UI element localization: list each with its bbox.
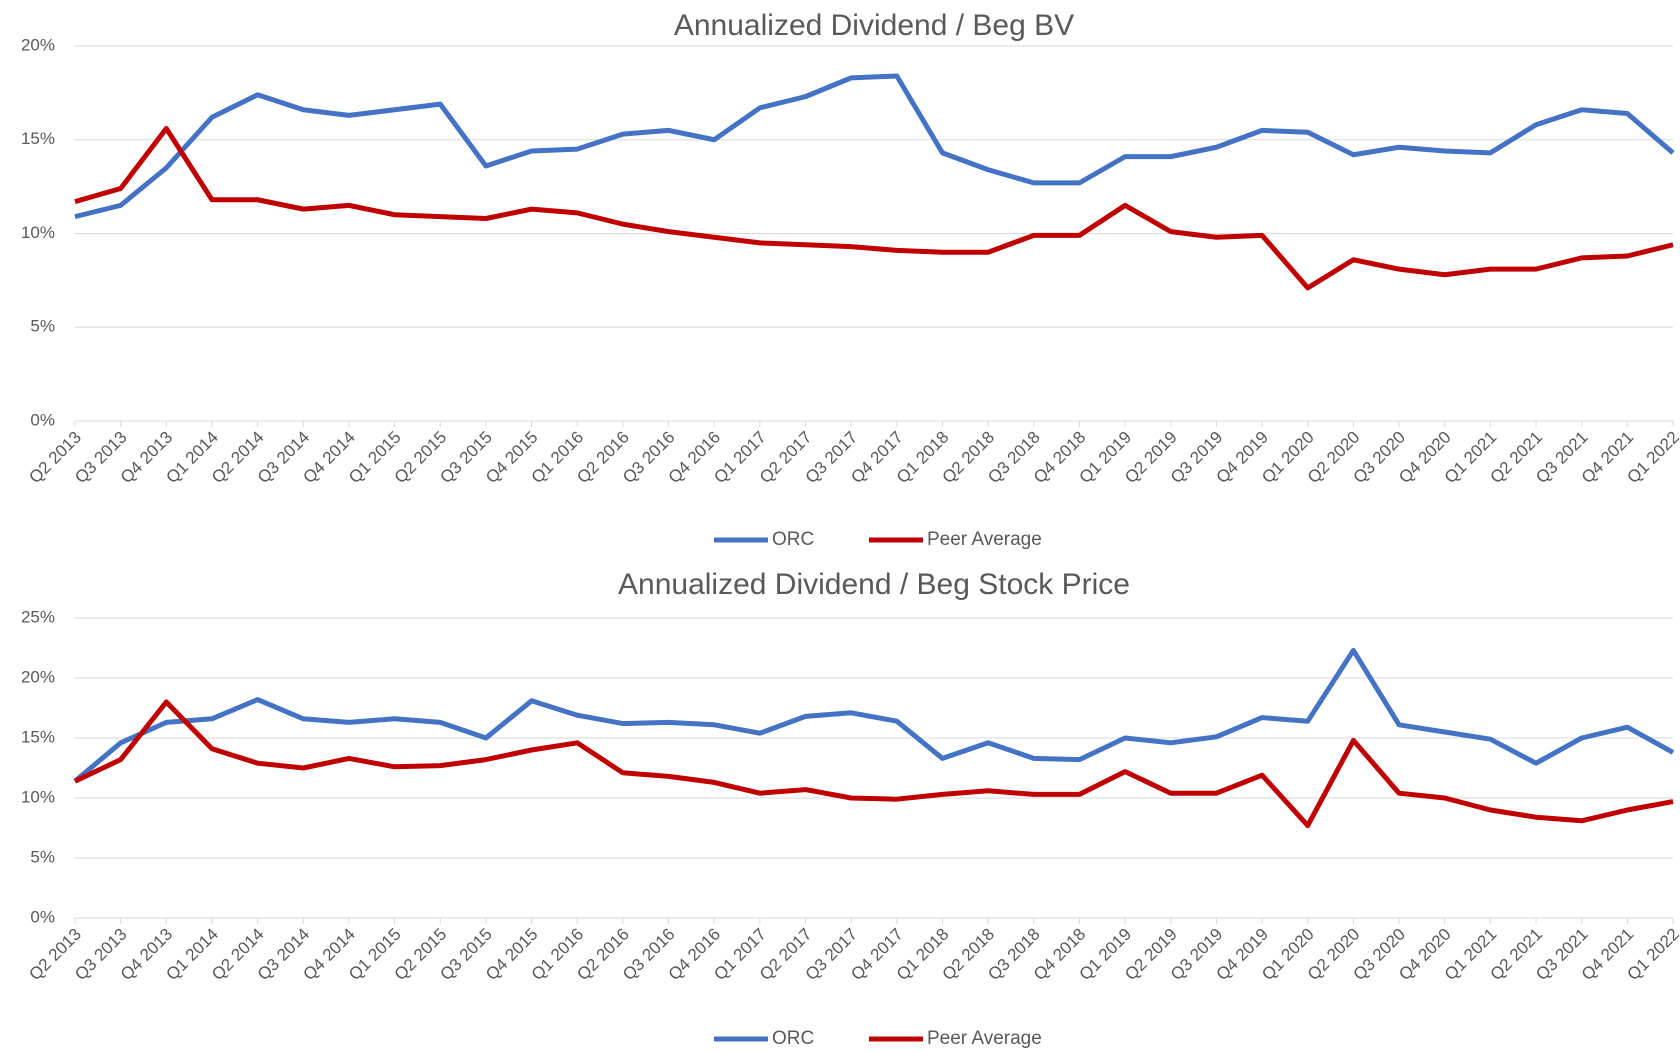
- chart-title: Annualized Dividend / Beg BV: [674, 9, 1074, 42]
- y-tick-label: 15%: [21, 129, 55, 148]
- legend-label: ORC: [772, 1028, 814, 1049]
- y-tick-label: 5%: [30, 317, 55, 336]
- series-line: [74, 73, 1675, 220]
- y-tick-label: 20%: [21, 667, 55, 686]
- legend-label: Peer Average: [927, 529, 1042, 550]
- series-line: [73, 699, 1674, 829]
- series-line: [74, 126, 1674, 291]
- legend-label: ORC: [772, 529, 814, 550]
- y-tick-label: 0%: [30, 907, 55, 926]
- y-tick-label: 10%: [21, 223, 55, 242]
- y-tick-label: 20%: [21, 35, 55, 54]
- y-tick-label: 15%: [21, 727, 55, 746]
- series-line: [73, 647, 1675, 784]
- y-tick-label: 25%: [21, 607, 55, 626]
- legend-label: Peer Average: [927, 1028, 1042, 1049]
- y-tick-label: 10%: [21, 787, 55, 806]
- y-tick-label: 5%: [30, 847, 55, 866]
- chart-title: Annualized Dividend / Beg Stock Price: [618, 568, 1130, 601]
- y-tick-label: 0%: [30, 410, 55, 429]
